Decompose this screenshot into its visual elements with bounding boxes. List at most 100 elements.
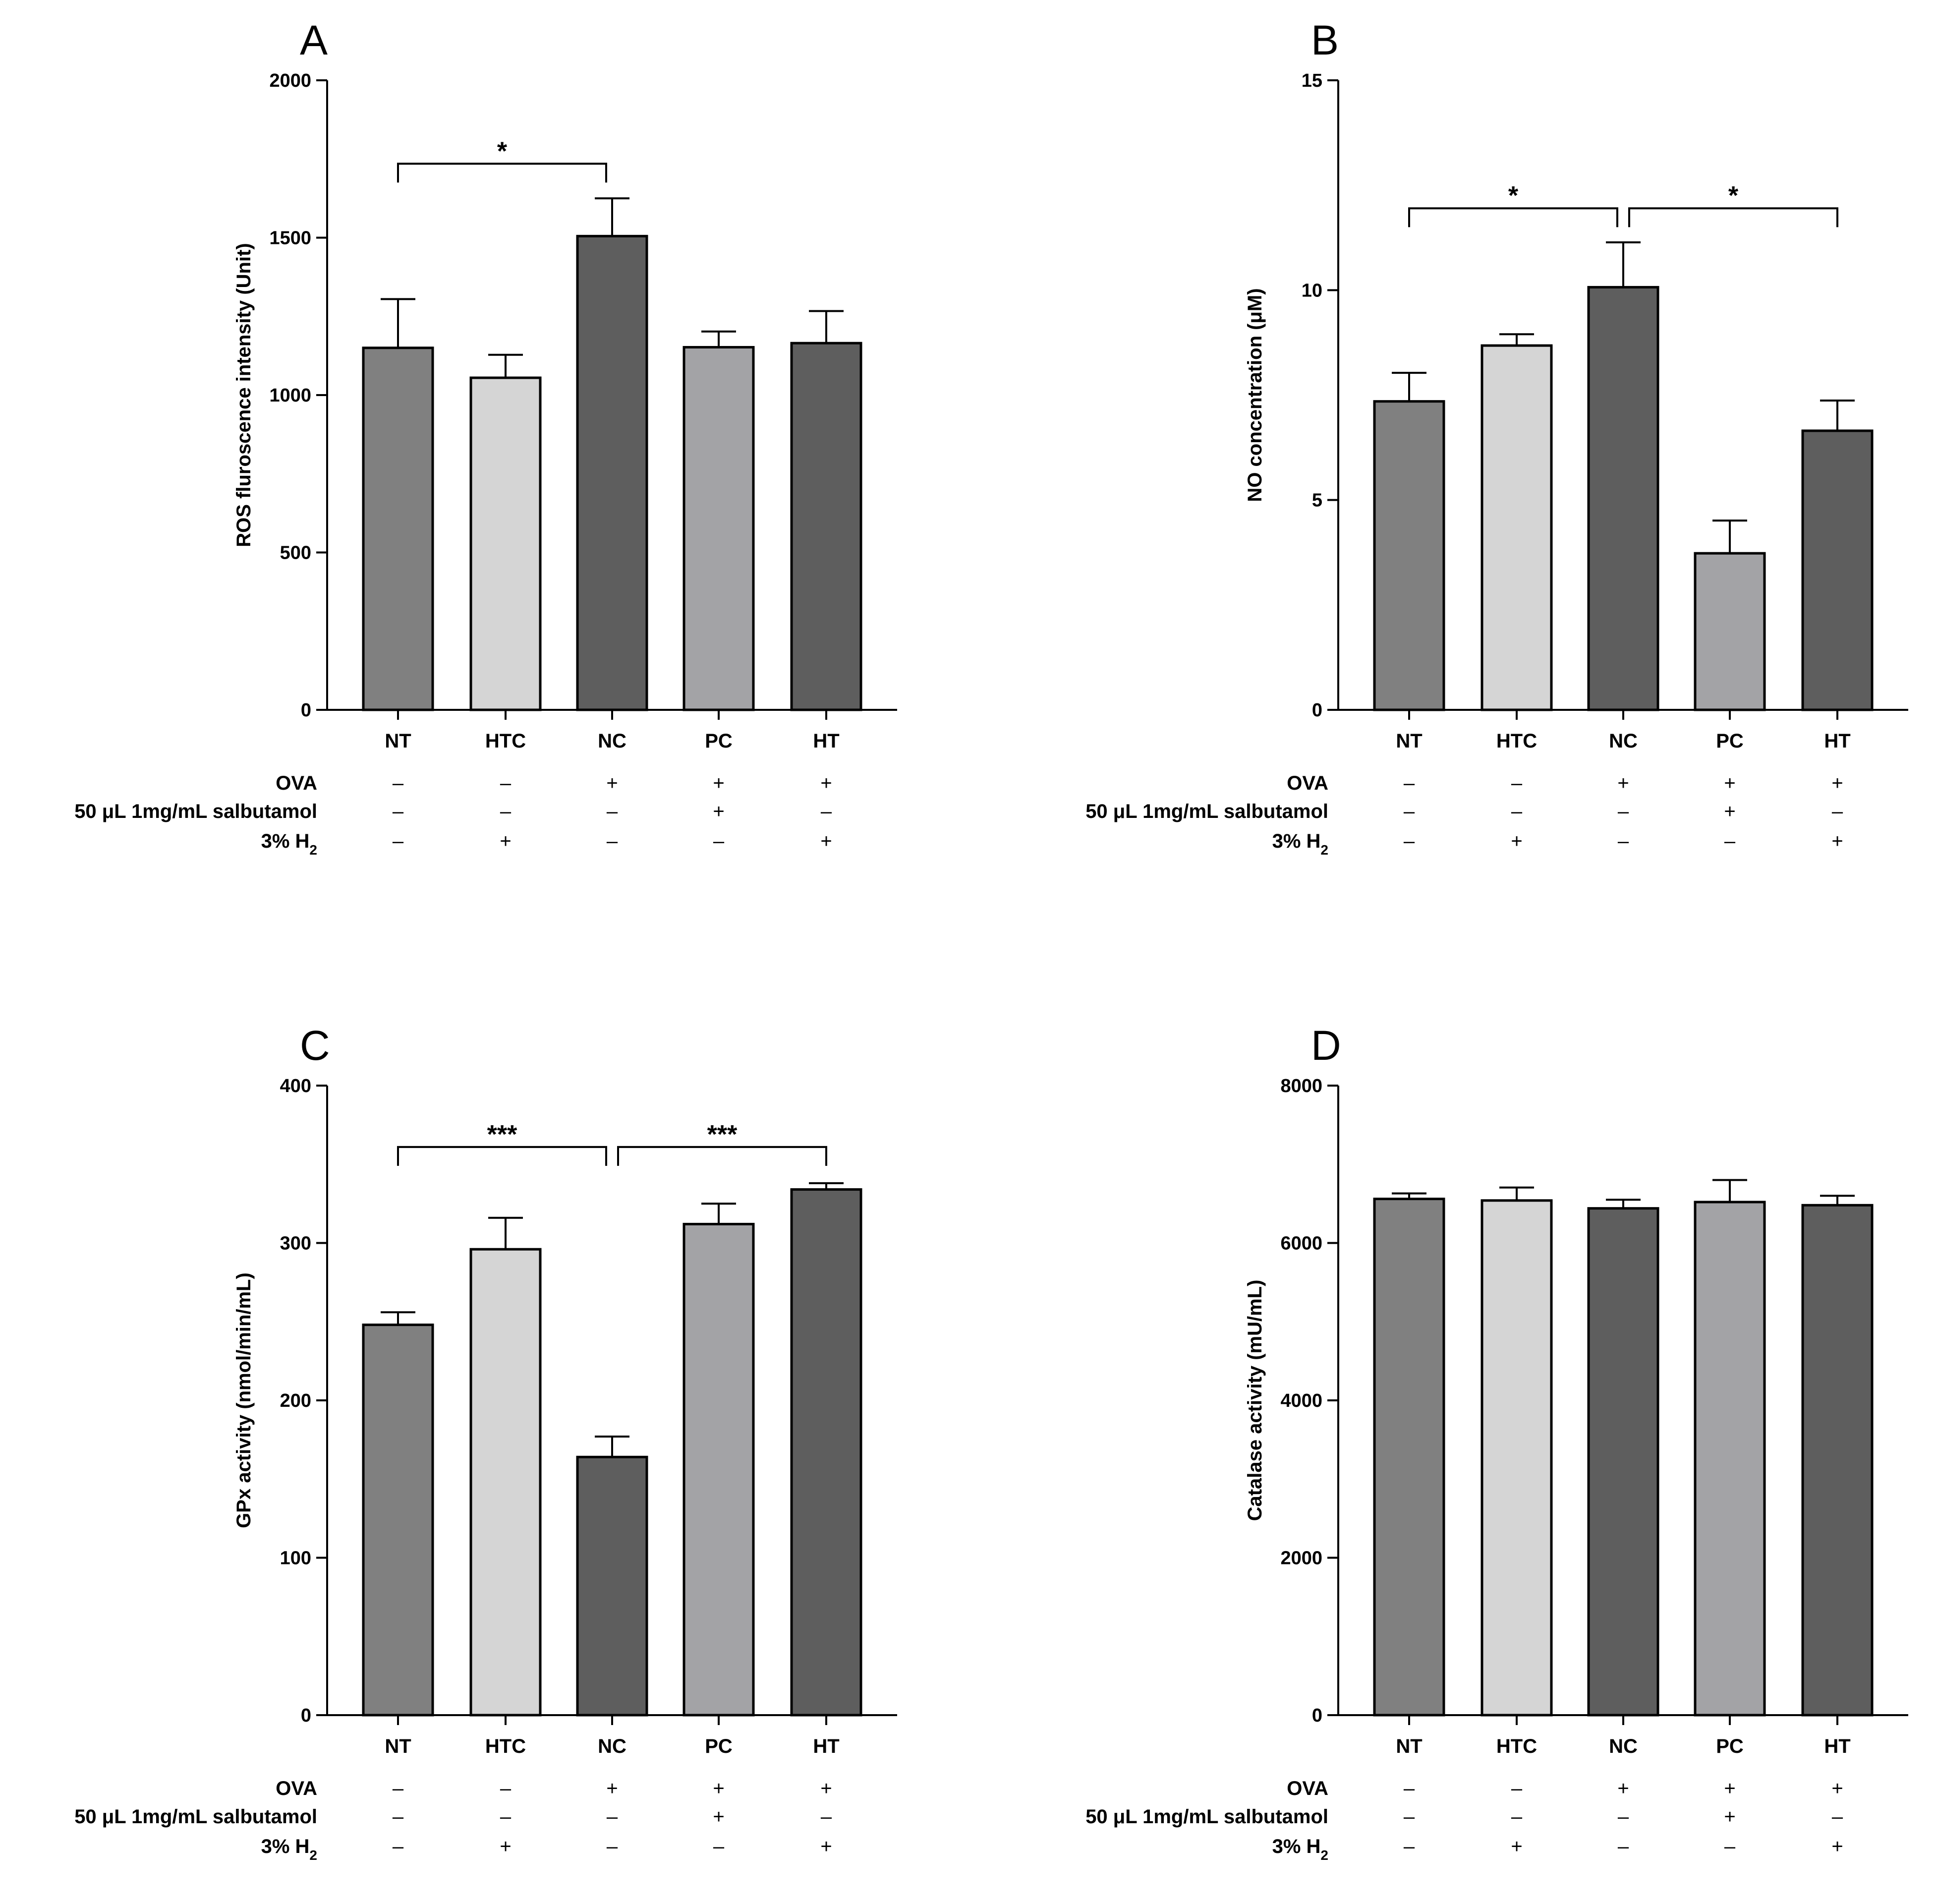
condition-sign: +	[713, 1778, 724, 1799]
bar-ht	[790, 1188, 862, 1717]
panel-d: D Catalase activity (mU/mL) 0 2000 4000 6000 8…	[1085, 1022, 1908, 1863]
x-tick-label: HT	[1824, 730, 1850, 752]
condition-sign: –	[607, 830, 618, 852]
condition-sign: –	[821, 1806, 832, 1828]
y-tick-label: 300	[280, 1233, 311, 1254]
y-tick-label: 500	[280, 543, 311, 564]
condition-sign: –	[713, 1836, 725, 1857]
condition-label: 3% H2	[261, 1836, 317, 1863]
x-tick-label: NT	[1396, 1735, 1422, 1757]
condition-label-subscript: 2	[1320, 1847, 1328, 1863]
y-axis-title: NO concentration (μM)	[1244, 288, 1266, 502]
condition-sign: +	[1511, 830, 1522, 852]
condition-sign: –	[1511, 1778, 1523, 1799]
bar-ht	[1801, 1204, 1874, 1717]
condition-sign: +	[1724, 1806, 1735, 1828]
x-tick-label: HT	[813, 1735, 839, 1757]
condition-sign: –	[393, 772, 404, 794]
condition-sign: +	[1831, 1836, 1843, 1857]
y-tick-label: 1000	[269, 385, 311, 406]
condition-sign: –	[393, 801, 404, 822]
y-axis-title: ROS fluroscence intensity (Unit)	[233, 243, 255, 547]
x-tick-label: HT	[1824, 1735, 1850, 1757]
x-tick-label: NC	[1609, 730, 1638, 752]
bar-nt	[362, 346, 434, 711]
condition-sign: –	[1511, 772, 1523, 794]
x-tick-label: NT	[385, 730, 411, 752]
y-tick-label: 4000	[1280, 1390, 1322, 1411]
condition-label: 3% H2	[1272, 830, 1328, 858]
condition-sign: –	[607, 1836, 618, 1857]
condition-sign: +	[1831, 1778, 1843, 1799]
condition-sign: +	[500, 830, 511, 852]
condition-sign: +	[500, 1836, 511, 1857]
x-tick-label: NT	[1396, 730, 1422, 752]
condition-label-subscript: 2	[1320, 842, 1328, 858]
bar-nc	[576, 1455, 648, 1717]
condition-sign: –	[713, 830, 725, 852]
condition-sign: –	[1618, 1806, 1629, 1828]
condition-sign: –	[1724, 830, 1736, 852]
panel-c: C GPx activity (nmol/min/mL) 0 100 200 300 400…	[74, 1022, 897, 1863]
condition-sign: +	[1511, 1836, 1522, 1857]
condition-sign: –	[821, 801, 832, 822]
condition-label: OVA	[276, 1778, 317, 1799]
condition-sign: +	[1724, 1778, 1735, 1799]
condition-sign: +	[820, 1778, 832, 1799]
condition-sign: –	[1618, 830, 1629, 852]
y-tick-label: 100	[280, 1548, 311, 1569]
condition-sign: +	[606, 772, 618, 794]
condition-sign: –	[1404, 1836, 1415, 1857]
significance-bracket	[397, 163, 607, 183]
condition-label: 50 μL 1mg/mL salbutamol	[74, 1806, 317, 1828]
panel-b: B NO concentration (μM) 0 5 10 15 NT HTC NC PC HT *…	[1085, 17, 1908, 858]
condition-sign: –	[1404, 1778, 1415, 1799]
condition-sign: +	[1831, 830, 1843, 852]
x-tick-label: NC	[1609, 1735, 1638, 1757]
y-tick-label: 400	[280, 1076, 311, 1096]
condition-label: 50 μL 1mg/mL salbutamol	[1085, 1806, 1328, 1828]
condition-sign: +	[1617, 772, 1629, 794]
y-tick-label: 0	[301, 700, 311, 721]
significance-label: *	[1728, 181, 1739, 210]
bar-nt	[1373, 1198, 1445, 1717]
condition-sign: +	[820, 1836, 832, 1857]
condition-label-subscript: 2	[309, 1847, 317, 1863]
x-tick-label: NC	[598, 1735, 626, 1757]
bar-htc	[469, 1248, 542, 1717]
bar-htc	[1480, 1199, 1553, 1717]
condition-sign: +	[1831, 772, 1843, 794]
condition-label-subscript: 2	[309, 842, 317, 858]
significance-label: ***	[487, 1120, 517, 1149]
condition-sign: +	[1724, 801, 1735, 822]
condition-sign: +	[1617, 1778, 1629, 1799]
condition-sign: +	[713, 1806, 724, 1828]
condition-label: 50 μL 1mg/mL salbutamol	[74, 801, 317, 822]
condition-sign: –	[1832, 801, 1843, 822]
significance-label: ***	[707, 1120, 738, 1149]
significance-bracket	[397, 1146, 607, 1166]
y-tick-label: 2000	[269, 70, 311, 91]
condition-label-text: 3% H	[261, 1836, 310, 1857]
condition-sign: +	[820, 830, 832, 852]
condition-sign: –	[393, 1806, 404, 1828]
bar-pc	[1694, 552, 1766, 711]
bar-htc	[1480, 344, 1553, 711]
condition-sign: –	[500, 772, 512, 794]
y-tick-label: 0	[301, 1705, 311, 1726]
condition-sign: –	[607, 801, 618, 822]
bar-nc	[1587, 286, 1659, 711]
significance-bracket	[1408, 207, 1618, 228]
y-axis-title: Catalase activity (mU/mL)	[1244, 1280, 1266, 1521]
y-tick-label: 0	[1312, 700, 1322, 721]
bar-pc	[683, 346, 755, 711]
x-tick-label: PC	[1716, 1735, 1744, 1757]
condition-sign: +	[820, 772, 832, 794]
condition-sign: –	[1511, 801, 1523, 822]
condition-sign: –	[500, 1778, 512, 1799]
y-tick-label: 200	[280, 1390, 311, 1411]
x-tick-label: PC	[705, 730, 733, 752]
condition-sign: –	[393, 1778, 404, 1799]
condition-label-text: 3% H	[1272, 830, 1321, 852]
